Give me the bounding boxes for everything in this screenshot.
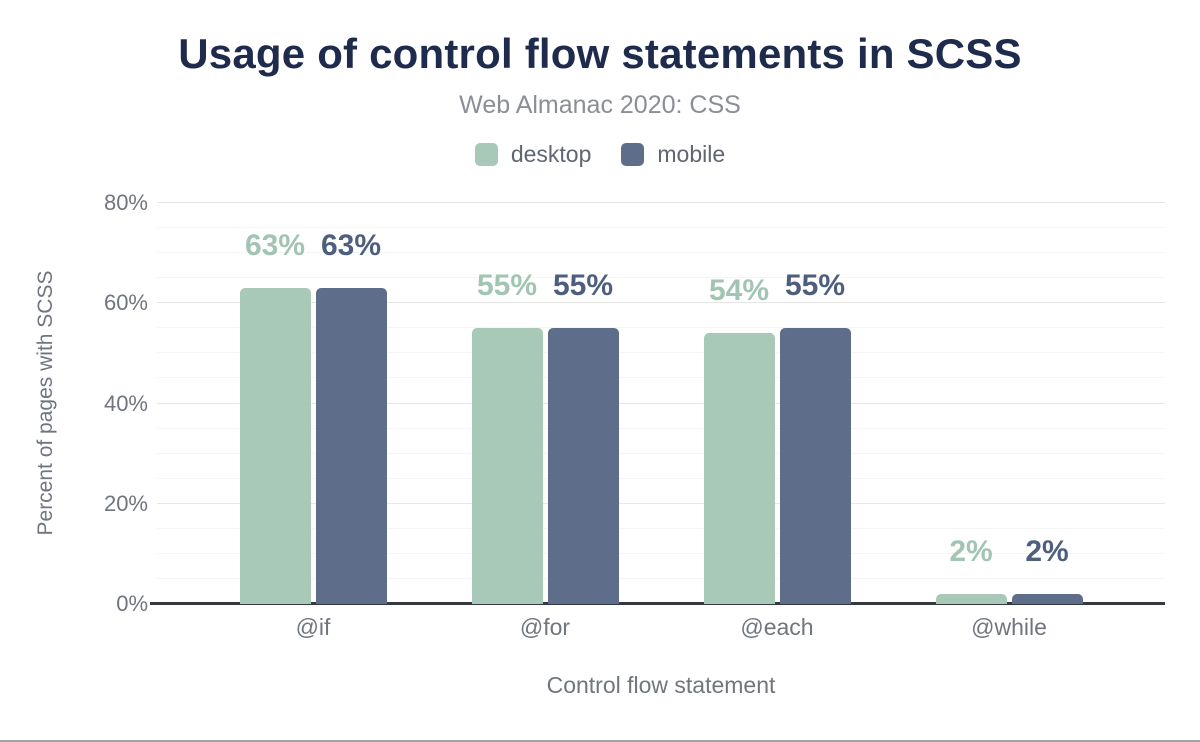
gridline [157,452,1165,454]
mobile-bar [779,328,851,604]
mobile-swatch-icon [621,143,645,166]
bar-group-each: 54% 55% [661,203,893,604]
x-axis-line [150,602,1165,605]
desktop-bar-column: 2% [935,203,1007,604]
gridline [157,502,1165,504]
x-tick-label: @while [971,614,1047,640]
x-axis-ticks: @if @for @each @while [197,614,1125,641]
x-tick-label: @each [740,614,814,640]
desktop-value-label: 63% [244,229,306,263]
gridline [157,427,1165,429]
gridline [157,402,1165,404]
legend-label-mobile: mobile [657,141,726,167]
desktop-value-label: 54% [708,274,770,308]
chart-subtitle: Web Almanac 2020: CSS [459,91,741,119]
x-tick-label: @if [295,614,331,640]
y-tick-label: 0% [116,591,148,616]
mobile-bar-column: 55% [779,203,851,604]
x-tick-label: @for [519,614,571,640]
y-tick-label: 80% [103,190,148,215]
desktop-value-label: 2% [949,534,993,568]
bar-groups: 63% 63% 55% 55% 54% 55% 2% 2% [197,203,1125,604]
x-axis-title: Control flow statement [546,672,776,698]
desktop-bar [471,328,543,604]
mobile-value-label: 55% [784,269,846,303]
legend-label-desktop: desktop [510,141,592,167]
gridline [157,302,1165,304]
gridline [157,552,1165,554]
plot-area: 63% 63% 55% 55% 54% 55% 2% 2% [150,202,1165,605]
bar-group-if: 63% 63% [197,203,429,604]
gridline [157,202,1165,203]
legend: desktop mobile [0,141,1200,168]
mobile-value-label: 63% [320,229,382,263]
legend-item-mobile: mobile [621,141,725,168]
bar-group-while: 2% 2% [893,203,1125,604]
gridline [157,227,1165,229]
mobile-bar-column: 2% [1011,203,1083,604]
mobile-bar [1011,593,1083,604]
gridline [157,352,1165,354]
gridline [157,577,1165,579]
y-axis-ticks: 0% 20% 40% 60% 80% [0,192,148,615]
mobile-bar-column: 55% [547,203,619,604]
bar-group-for: 55% 55% [429,203,661,604]
mobile-value-label: 55% [552,269,614,303]
desktop-bar [703,333,775,604]
mobile-bar [547,328,619,604]
legend-item-desktop: desktop [474,141,592,168]
y-tick-label: 60% [103,290,148,316]
y-tick-label: 20% [103,490,148,516]
mobile-bar-column: 63% [315,203,387,604]
desktop-bar-column: 63% [239,203,311,604]
gridline [157,377,1165,379]
mobile-value-label: 2% [1025,534,1069,568]
y-tick-label: 40% [103,390,148,416]
desktop-bar-column: 55% [471,203,543,604]
desktop-swatch-icon [474,143,498,166]
gridline [157,527,1165,529]
desktop-bar-column: 54% [703,203,775,604]
gridline [157,252,1165,254]
desktop-bar [935,593,1007,604]
chart-title: Usage of control flow statements in SCSS [178,30,1022,77]
mobile-bar [315,288,387,604]
gridline [157,277,1165,279]
desktop-value-label: 55% [476,269,538,303]
gridline [157,327,1165,329]
desktop-bar [239,288,311,604]
gridline [157,477,1165,479]
